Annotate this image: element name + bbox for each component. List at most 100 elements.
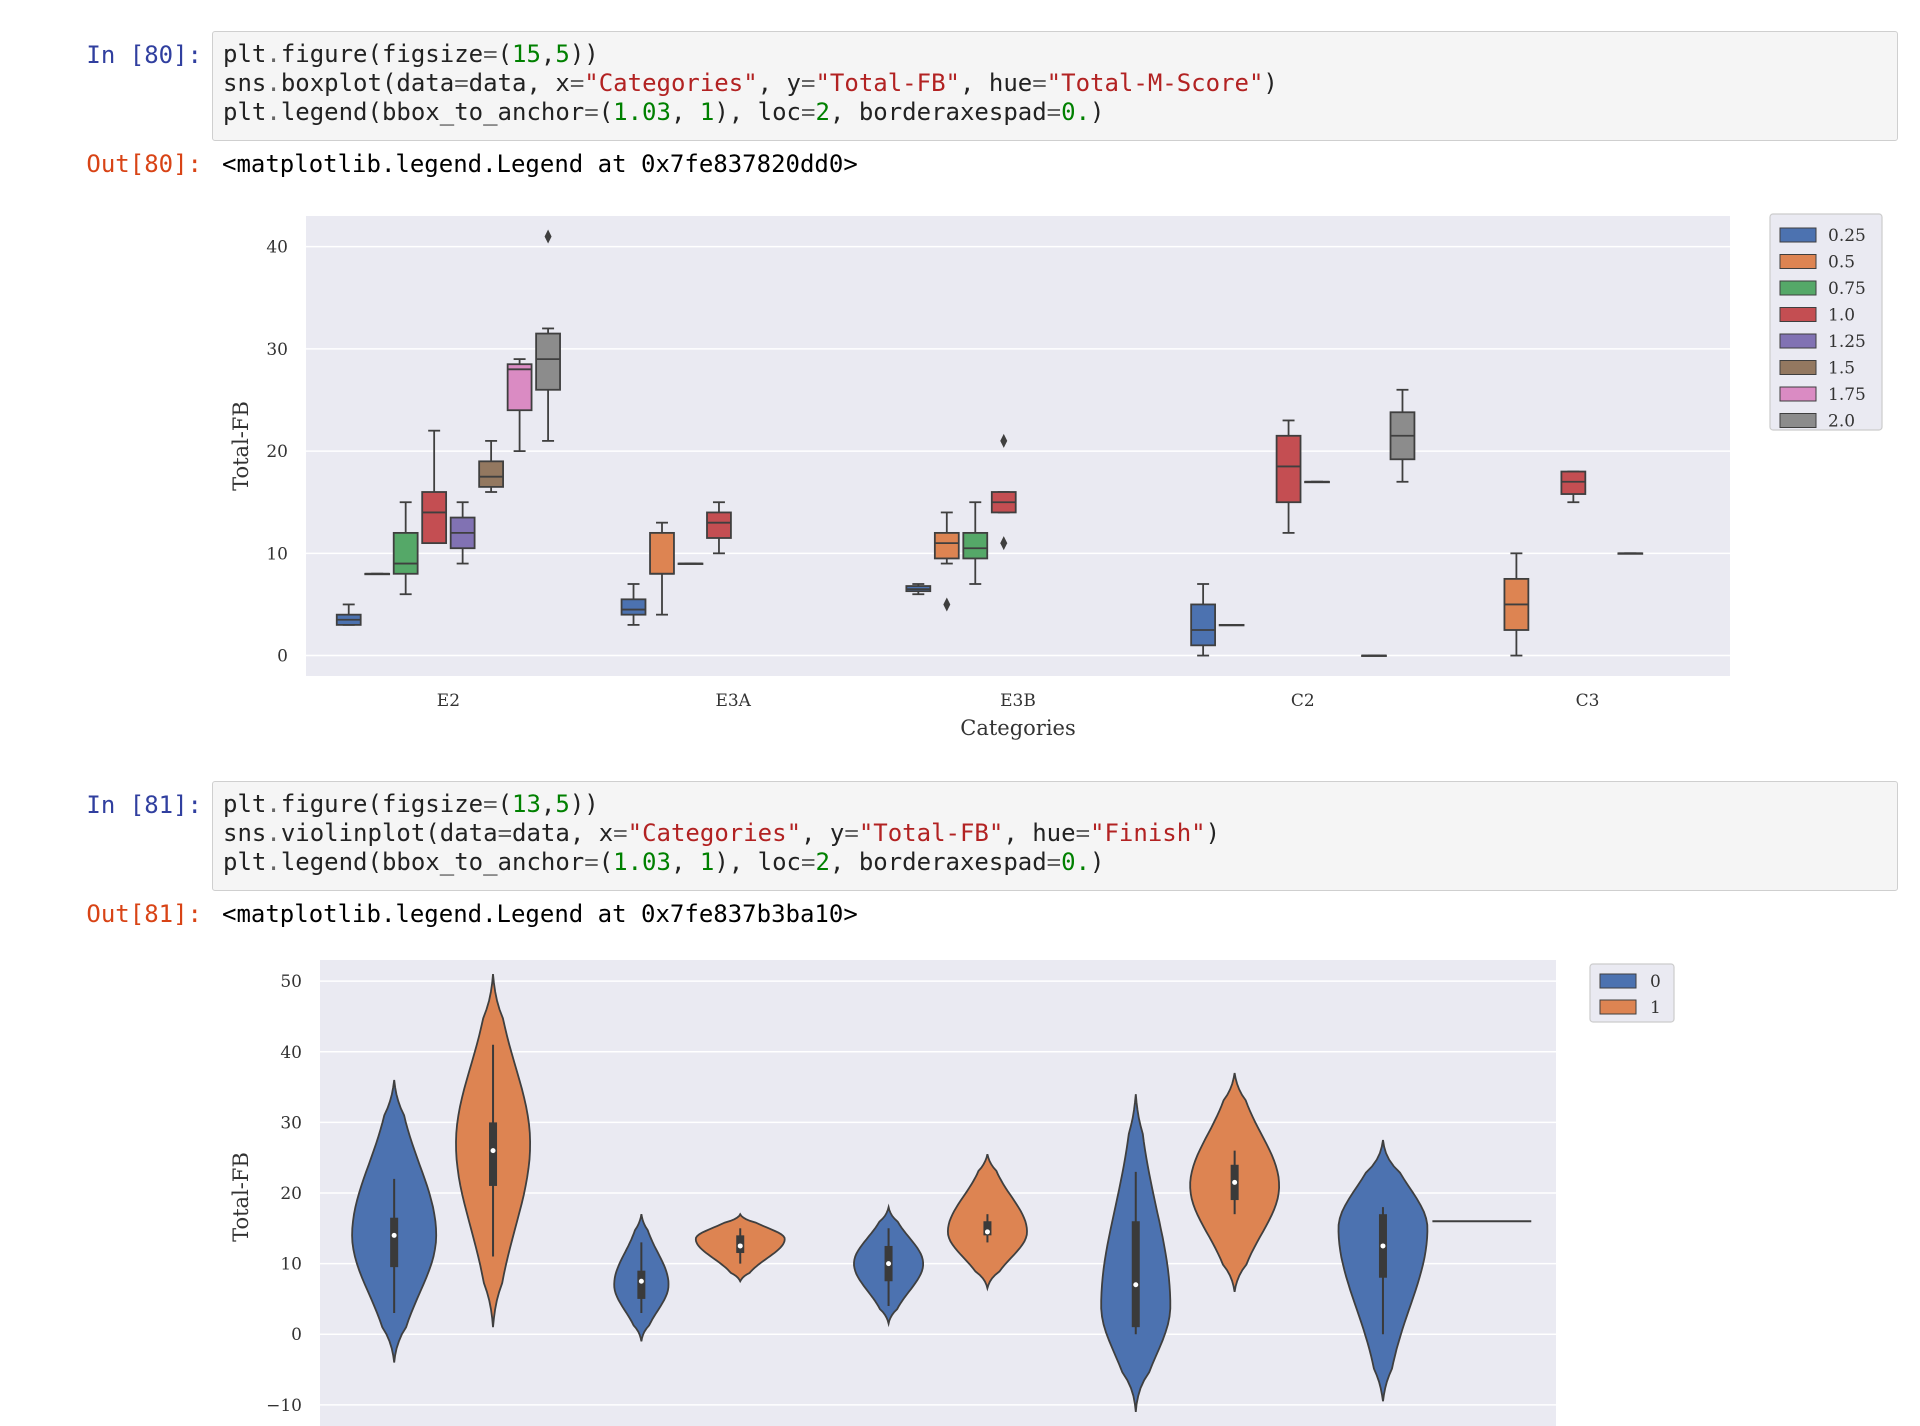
- violin-iqr: [390, 1217, 399, 1268]
- violin-median: [984, 1229, 990, 1235]
- code-token: 5: [555, 790, 570, 818]
- code-token: legend(bbox_to_anchor: [280, 848, 585, 876]
- box-iqr: [933, 531, 960, 560]
- code-token: , y: [801, 819, 845, 847]
- code-token: 1: [699, 848, 715, 876]
- legend-swatch: [1779, 413, 1817, 428]
- code-cell-80[interactable]: plt.figure(figsize=(15,5)) sns.boxplot(da…: [212, 31, 1898, 141]
- code-token: =: [584, 98, 599, 126]
- box-0.5-C2: [1218, 623, 1245, 627]
- code-token: )): [569, 790, 599, 818]
- y-tick-label: 40: [266, 238, 288, 258]
- box-1.75-C2: [1361, 654, 1387, 657]
- code-token: 13: [512, 790, 541, 818]
- in-prompt-81: In [81]:: [86, 791, 202, 819]
- code-line: plt.legend(bbox_to_anchor=(1.03, 1), loc…: [223, 98, 1887, 127]
- code-token: .: [266, 98, 281, 126]
- violin-1-2: [946, 1153, 1028, 1292]
- box-iqr: [421, 491, 448, 545]
- code-token: )): [569, 40, 599, 68]
- box-2.0-C2: [1389, 388, 1416, 483]
- code-token: .: [266, 40, 281, 68]
- code-token: 0.: [1061, 848, 1091, 876]
- code-token: .: [266, 790, 281, 818]
- code-token: =: [1075, 819, 1091, 847]
- legend-label: 1.25: [1828, 332, 1866, 352]
- box-0.25-E2: [335, 603, 362, 626]
- y-axis-label: Total-FB: [229, 1152, 253, 1242]
- y-tick-label: 30: [280, 1113, 302, 1133]
- box-iqr: [535, 332, 561, 391]
- box-iqr: [1275, 434, 1302, 504]
- legend-swatch: [1779, 280, 1817, 296]
- code-token: "Categories": [584, 69, 758, 97]
- code-token: "Categories": [627, 819, 802, 847]
- y-tick-label: 50: [280, 972, 302, 992]
- violin-0-2: [853, 1203, 924, 1328]
- box-iqr: [1560, 470, 1587, 495]
- box-iqr: [962, 531, 989, 560]
- legend-label: 0.25: [1828, 226, 1866, 246]
- legend-swatch: [1779, 333, 1817, 349]
- legend-label: 1: [1650, 998, 1661, 1018]
- code-token: =: [1046, 98, 1062, 126]
- code-token: , hue: [959, 69, 1033, 97]
- code-line: sns.boxplot(data=data, x="Categories", y…: [223, 69, 1887, 98]
- code-token: =: [613, 819, 628, 847]
- violin-median: [886, 1261, 892, 1267]
- code-token: 1.03: [613, 848, 671, 876]
- code-token: sns: [223, 819, 267, 847]
- box-0.75-E3A: [677, 562, 704, 565]
- code-token: , y: [757, 69, 802, 97]
- code-line: sns.violinplot(data=data, x="Categories"…: [223, 819, 1887, 848]
- code-token: =: [497, 819, 513, 847]
- code-line: plt.figure(figsize=(15,5)): [223, 40, 1887, 69]
- in-prompt-80: In [80]:: [86, 41, 202, 69]
- box-1.0-E3A: [706, 501, 732, 555]
- x-tick-label: C2: [1291, 691, 1315, 711]
- legend-label: 0.5: [1828, 253, 1855, 273]
- legend-swatch: [1779, 307, 1817, 322]
- x-tick-label: E3A: [715, 691, 751, 711]
- violin-median: [490, 1148, 496, 1154]
- code-token: boxplot(data: [280, 69, 455, 97]
- code-token: "Finish": [1090, 819, 1206, 847]
- code-token: .: [266, 69, 281, 97]
- violin-1-0: [455, 974, 532, 1328]
- violin-iqr: [489, 1122, 498, 1186]
- box-1.5-C3: [1617, 552, 1644, 555]
- code-token: =: [801, 98, 816, 126]
- code-token: .: [266, 819, 281, 847]
- out-prompt-81: Out[81]:: [86, 900, 202, 928]
- violin-median: [638, 1278, 644, 1284]
- code-token: 2: [815, 848, 830, 876]
- violin-0-0: [351, 1079, 438, 1363]
- outlier-marker: [1000, 433, 1008, 448]
- code-token: =: [844, 819, 859, 847]
- code-token: =: [801, 848, 816, 876]
- boxplot-chart: 0 10 20 30 40 E2 E3A E3B C2 C3 Categories Total-FB 0…: [229, 213, 1883, 740]
- code-token: legend(bbox_to_anchor: [280, 98, 585, 126]
- violin-median: [737, 1243, 743, 1249]
- code-token: ,: [540, 40, 556, 68]
- box-0.25-E3A: [620, 583, 647, 626]
- code-token: =: [483, 790, 498, 818]
- legend-swatch: [1779, 227, 1817, 243]
- box-iqr: [1190, 603, 1216, 647]
- code-token: plt: [223, 790, 267, 818]
- outlier-marker: [943, 597, 951, 612]
- legend-swatch: [1779, 386, 1817, 402]
- box-0.75-E2: [392, 501, 419, 596]
- violin-median: [1380, 1243, 1386, 1249]
- code-token: (: [497, 790, 513, 818]
- code-cell-81[interactable]: plt.figure(figsize=(13,5)) sns.violinplot…: [212, 781, 1898, 891]
- violin-1-3: [1189, 1072, 1281, 1292]
- box-0.25-E3B: [905, 583, 932, 596]
- x-axis-label: Categories: [960, 716, 1076, 740]
- code-token: =: [584, 848, 599, 876]
- box-1.75-E2: [506, 358, 533, 453]
- violin-1-1: [694, 1212, 786, 1284]
- code-token: (: [497, 40, 513, 68]
- code-token: ), loc: [714, 848, 802, 876]
- y-tick-label: 10: [280, 1255, 302, 1275]
